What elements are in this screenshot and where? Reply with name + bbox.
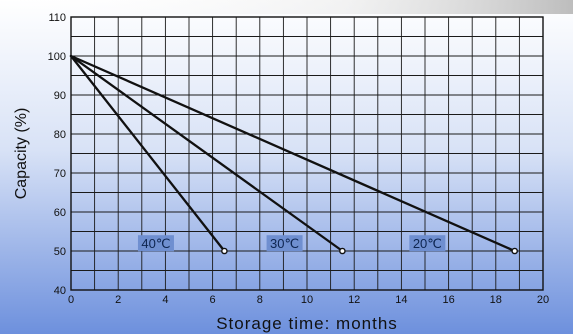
series-label-box	[409, 235, 446, 252]
y-tick-label: 110	[48, 12, 66, 24]
x-tick-label: 20	[537, 294, 549, 306]
y-tick-label: 50	[54, 246, 66, 258]
y-axis-label: Capacity (%)	[13, 108, 30, 200]
y-tick-label: 40	[54, 285, 66, 297]
y-tick-label: 90	[54, 90, 66, 102]
x-tick-label: 10	[301, 294, 313, 306]
x-tick-label: 12	[348, 294, 360, 306]
series-label: 30℃	[270, 236, 299, 251]
x-tick-label: 8	[257, 294, 263, 306]
series-line	[69, 54, 226, 253]
series-endpoint	[511, 247, 518, 255]
y-tick-label: 60	[54, 207, 66, 219]
series-labels: 40℃ 30℃ 20℃	[137, 235, 446, 252]
x-tick-label: 2	[115, 294, 121, 306]
y-tick-label: 100	[48, 51, 66, 63]
top-band	[0, 0, 573, 14]
series-endpoint	[339, 247, 346, 255]
series-label: 40℃	[141, 236, 170, 251]
x-tick-label: 18	[490, 294, 502, 306]
x-tick-label: 0	[68, 294, 74, 306]
plot-frame	[70, 16, 544, 291]
series-endpoint	[221, 247, 228, 255]
series-line	[69, 54, 516, 253]
x-tick-label: 4	[162, 294, 168, 306]
y-tick-label: 80	[54, 129, 66, 141]
series-label: 20℃	[413, 236, 442, 251]
grid	[70, 16, 544, 291]
x-tick-label: 16	[442, 294, 454, 306]
series-label-box	[137, 235, 174, 252]
x-tick-label: 6	[210, 294, 216, 306]
series-group	[69, 54, 518, 255]
series-label-box	[266, 235, 303, 252]
series-line	[69, 54, 344, 253]
x-axis-label: Storage time: months	[216, 314, 398, 333]
x-tick-label: 14	[395, 294, 407, 306]
tick-labels: 0 2 4 6 8 10 12 14 16 18 20 40 50 60 70 80 90 100 110	[48, 12, 549, 306]
y-tick-label: 70	[54, 168, 66, 180]
